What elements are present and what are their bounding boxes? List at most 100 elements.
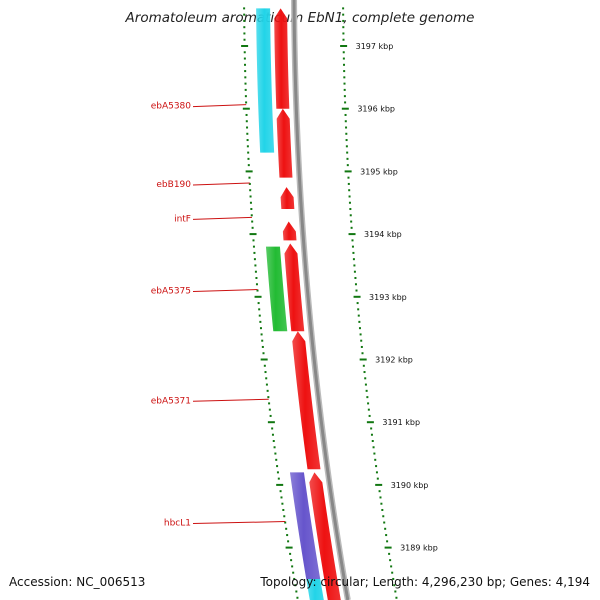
outer-minor-tick xyxy=(343,70,346,73)
outer-minor-tick xyxy=(381,508,384,511)
forward-gene-arrow xyxy=(276,108,293,178)
inner-minor-tick xyxy=(250,208,253,211)
inner-minor-tick xyxy=(244,70,247,73)
inner-minor-tick xyxy=(289,552,292,555)
outer-minor-tick xyxy=(342,26,345,29)
outer-minor-tick xyxy=(370,427,373,430)
outer-minor-tick xyxy=(348,189,351,192)
inner-minor-tick xyxy=(243,26,246,29)
inner-minor-tick xyxy=(256,289,259,292)
outer-minor-tick xyxy=(351,245,354,248)
outer-minor-tick xyxy=(342,7,345,10)
outer-minor-tick xyxy=(348,201,351,204)
outer-minor-tick xyxy=(378,490,381,493)
outer-minor-tick xyxy=(380,502,383,505)
inner-minor-tick xyxy=(243,51,246,54)
gene-label: ebB190 xyxy=(156,180,191,190)
inner-minor-tick xyxy=(244,76,247,79)
gene-label-leader xyxy=(192,521,286,525)
scale-tick-label: 3189 kbp xyxy=(400,544,438,553)
outer-minor-tick xyxy=(352,258,355,261)
outer-minor-tick xyxy=(356,302,359,305)
inner-minor-tick xyxy=(243,32,246,35)
outer-minor-tick xyxy=(372,446,375,449)
gene-labels: ebA5380 ebB190 intF ebA5375 ebA5371 hbcL1 xyxy=(151,102,286,529)
inner-minor-tick xyxy=(268,402,271,405)
scale-tick-label: 3190 kbp xyxy=(391,481,429,490)
outer-minor-tick xyxy=(342,13,345,16)
inner-minor-tick xyxy=(258,308,261,311)
map-title: Aromatoleum aromaticum EbN1, complete ge… xyxy=(125,10,475,26)
inner-minor-tick xyxy=(275,458,278,461)
outer-minor-tick xyxy=(343,76,346,79)
inner-minor-tick xyxy=(261,345,264,348)
outer-minor-tick xyxy=(350,220,353,223)
inner-minor-tick xyxy=(294,584,297,587)
scale-tick-label: 3194 kbp xyxy=(364,230,402,239)
scale-labels: 3197 kbp 3196 kbp 3195 kbp 3194 kbp 3193 kbp… xyxy=(356,42,438,553)
outer-minor-tick xyxy=(344,120,347,123)
outer-minor-tick xyxy=(376,477,379,480)
inner-minor-tick xyxy=(266,389,269,392)
inner-minor-tick xyxy=(243,38,246,41)
outer-tick-ring xyxy=(340,7,398,599)
inner-major-tick xyxy=(285,546,293,549)
reverse-gene-block xyxy=(265,246,288,332)
inner-minor-tick xyxy=(249,201,252,204)
outer-major-tick xyxy=(375,483,383,486)
inner-minor-tick xyxy=(254,270,257,273)
inner-major-tick xyxy=(245,170,253,173)
gene-label-leader xyxy=(192,182,250,186)
outer-major-tick xyxy=(384,546,392,549)
forward-gene-arrow xyxy=(284,243,305,332)
outer-minor-tick xyxy=(393,584,396,587)
inner-minor-tick xyxy=(246,145,249,148)
outer-minor-tick xyxy=(350,226,353,229)
inner-minor-tick xyxy=(269,414,272,417)
inner-major-tick xyxy=(260,358,268,361)
outer-minor-tick xyxy=(384,527,387,530)
gene-label-leader xyxy=(192,289,258,293)
outer-minor-tick xyxy=(352,251,355,254)
outer-minor-tick xyxy=(347,182,350,185)
outer-minor-tick xyxy=(345,145,348,148)
outer-minor-tick xyxy=(344,101,347,104)
inner-major-tick xyxy=(249,233,257,236)
outer-minor-tick xyxy=(386,540,389,543)
outer-minor-tick xyxy=(388,552,391,555)
inner-minor-tick xyxy=(259,320,262,323)
genome-backbone xyxy=(291,0,351,600)
outer-minor-tick xyxy=(363,371,366,374)
gene-label: ebA5375 xyxy=(151,287,191,297)
outer-minor-tick xyxy=(358,327,361,330)
inner-minor-tick xyxy=(257,302,260,305)
outer-minor-tick xyxy=(354,283,357,286)
inner-minor-tick xyxy=(287,540,290,543)
outer-minor-tick xyxy=(383,521,386,524)
inner-minor-tick xyxy=(292,571,295,574)
reverse-gene-block xyxy=(289,472,321,579)
scale-tick-label: 3197 kbp xyxy=(356,42,394,51)
inner-minor-tick xyxy=(263,364,266,367)
outer-minor-tick xyxy=(345,126,348,129)
forward-gene-arrow xyxy=(309,472,341,600)
outer-major-tick xyxy=(366,421,374,424)
outer-minor-tick xyxy=(379,496,382,499)
outer-minor-tick xyxy=(349,214,352,217)
outer-minor-tick xyxy=(367,402,370,405)
inner-major-tick xyxy=(267,421,275,424)
outer-minor-tick xyxy=(345,132,348,135)
outer-minor-tick xyxy=(343,82,346,85)
outer-minor-tick xyxy=(390,565,393,568)
inner-minor-tick xyxy=(250,214,253,217)
outer-major-tick xyxy=(341,107,349,110)
inner-minor-tick xyxy=(272,440,275,443)
outer-minor-tick xyxy=(392,577,395,580)
inner-minor-tick xyxy=(254,264,257,267)
inner-minor-tick xyxy=(286,534,289,537)
inner-minor-tick xyxy=(246,139,249,142)
gene-label: ebA5380 xyxy=(151,102,192,112)
outer-minor-tick xyxy=(364,383,367,386)
inner-minor-tick xyxy=(285,527,288,530)
